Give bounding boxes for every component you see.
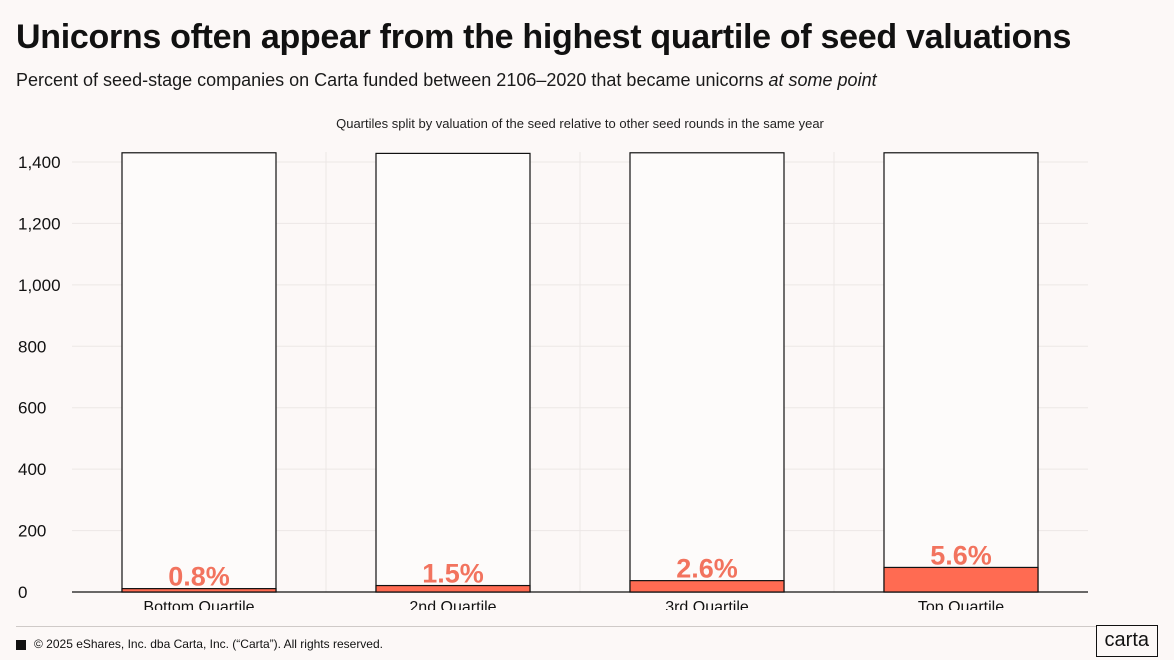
y-tick-label: 1,400 — [18, 153, 61, 172]
data-label: 1.5% — [422, 559, 484, 589]
total-bar — [883, 152, 1039, 593]
y-tick-label: 200 — [18, 522, 46, 541]
subtitle-emphasis: at some point — [768, 70, 877, 90]
unicorn-bar — [883, 566, 1039, 593]
y-tick-label: 600 — [18, 399, 46, 418]
y-tick-label: 0 — [18, 583, 27, 602]
footer-divider — [16, 626, 1158, 627]
y-tick-label: 800 — [18, 337, 46, 356]
footer-copyright: © 2025 eShares, Inc. dba Carta, Inc. (“C… — [34, 637, 383, 651]
chart-title: Quartiles split by valuation of the seed… — [336, 116, 824, 131]
y-tick-label: 1,000 — [18, 276, 61, 295]
x-tick-label: Bottom Quartile — [143, 599, 254, 610]
data-label: 5.6% — [930, 540, 992, 570]
data-label: 2.6% — [676, 554, 738, 584]
unicorn-bar — [121, 588, 277, 593]
x-tick-label: 3rd Quartile — [665, 599, 749, 610]
unicorn-bar — [375, 584, 531, 593]
carta-logo: carta — [1095, 625, 1158, 657]
total-bar — [629, 152, 785, 593]
page-title: Unicorns often appear from the highest q… — [16, 18, 1072, 56]
y-tick-label: 1,200 — [18, 214, 61, 233]
unicorn-bar — [629, 580, 785, 593]
total-bar — [121, 152, 277, 593]
page-subtitle: Percent of seed-stage companies on Carta… — [16, 70, 877, 91]
data-label: 0.8% — [168, 562, 230, 592]
total-bar — [375, 152, 531, 593]
y-tick-label: 400 — [18, 460, 46, 479]
bars — [121, 152, 1039, 593]
x-tick-label: Top Quartile — [918, 599, 1004, 610]
x-tick-label: 2nd Quartile — [409, 599, 496, 610]
subtitle-text: Percent of seed-stage companies on Carta… — [16, 70, 769, 90]
bar-chart: 0 200 400 600 800 1,000 1,200 1,400 0.8% Bottom Q… — [18, 116, 1088, 610]
footer-square-icon — [16, 640, 26, 650]
labels: 0 200 400 600 800 1,000 1,200 1,400 0.8% Bottom Q… — [18, 153, 1004, 610]
